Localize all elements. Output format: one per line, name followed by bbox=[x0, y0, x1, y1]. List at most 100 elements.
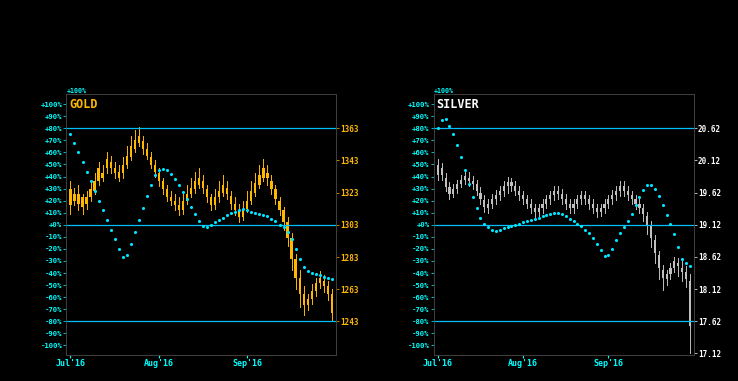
Point bbox=[89, 188, 100, 194]
Point bbox=[238, 206, 249, 212]
Text: SILVER: SILVER bbox=[437, 98, 479, 111]
Bar bbox=[604, 203, 606, 208]
Bar bbox=[81, 197, 83, 207]
Bar bbox=[449, 187, 450, 194]
Point bbox=[326, 276, 338, 282]
Bar bbox=[69, 189, 72, 205]
Point bbox=[185, 204, 197, 210]
Bar bbox=[234, 204, 236, 210]
Bar bbox=[145, 149, 148, 155]
Bar bbox=[549, 195, 551, 199]
Bar bbox=[561, 194, 563, 199]
Bar bbox=[565, 199, 567, 203]
Bar bbox=[681, 268, 683, 272]
Bar bbox=[174, 201, 176, 205]
Point bbox=[537, 213, 548, 219]
Bar bbox=[158, 173, 160, 181]
Point bbox=[483, 224, 494, 230]
Point bbox=[638, 187, 649, 193]
Bar bbox=[298, 278, 300, 294]
Bar bbox=[456, 184, 458, 189]
Point bbox=[108, 236, 120, 242]
Point bbox=[622, 218, 634, 224]
Bar bbox=[596, 208, 598, 212]
Bar bbox=[194, 181, 196, 189]
Bar bbox=[106, 159, 108, 168]
Point bbox=[286, 236, 297, 242]
Point bbox=[306, 270, 317, 276]
Point bbox=[494, 227, 506, 233]
Point bbox=[579, 227, 591, 233]
Point bbox=[467, 194, 479, 200]
Point bbox=[177, 189, 189, 195]
Point bbox=[471, 205, 483, 211]
Bar bbox=[86, 197, 88, 204]
Point bbox=[230, 208, 241, 215]
Point bbox=[105, 227, 117, 233]
Bar bbox=[142, 141, 144, 149]
Point bbox=[533, 215, 545, 221]
Point bbox=[221, 212, 233, 218]
Bar bbox=[331, 294, 333, 313]
Point bbox=[77, 159, 89, 165]
Bar bbox=[635, 199, 637, 203]
Bar bbox=[677, 263, 679, 266]
Point bbox=[672, 243, 684, 250]
Bar bbox=[669, 268, 672, 274]
Point bbox=[653, 193, 665, 199]
Point bbox=[607, 246, 618, 252]
Point bbox=[213, 217, 225, 223]
Bar bbox=[202, 181, 204, 188]
Point bbox=[258, 212, 269, 218]
Bar bbox=[584, 195, 586, 199]
Point bbox=[576, 223, 587, 229]
Bar bbox=[611, 195, 613, 199]
Point bbox=[93, 198, 105, 204]
Point bbox=[564, 216, 576, 222]
Bar bbox=[495, 195, 497, 199]
Bar bbox=[607, 199, 610, 203]
Bar bbox=[557, 190, 559, 194]
Bar bbox=[190, 188, 192, 194]
Point bbox=[618, 224, 630, 230]
Bar bbox=[588, 199, 590, 203]
Bar bbox=[327, 286, 329, 294]
Bar bbox=[522, 195, 524, 199]
Point bbox=[669, 231, 680, 237]
Point bbox=[455, 154, 467, 160]
Bar bbox=[452, 189, 455, 194]
Bar bbox=[186, 194, 188, 201]
Bar bbox=[475, 184, 477, 190]
Text: as described by the "Baby Blues";: as described by the "Baby Blues"; bbox=[446, 47, 661, 57]
Bar bbox=[303, 294, 305, 305]
Bar bbox=[178, 205, 180, 210]
Bar bbox=[460, 180, 462, 184]
Text: Daily bars from last three months-to-date:: Daily bars from last three months-to-dat… bbox=[417, 77, 690, 88]
Point bbox=[133, 217, 145, 223]
Point bbox=[181, 197, 193, 203]
Bar bbox=[258, 175, 261, 184]
Point bbox=[548, 210, 560, 216]
Point bbox=[649, 186, 661, 192]
Bar bbox=[689, 281, 691, 326]
Bar bbox=[666, 274, 668, 279]
Bar bbox=[599, 208, 601, 212]
Bar bbox=[114, 168, 116, 173]
Bar bbox=[210, 197, 213, 205]
Bar bbox=[514, 186, 517, 190]
Point bbox=[137, 205, 149, 211]
Point bbox=[310, 271, 322, 277]
Bar bbox=[291, 238, 293, 259]
Point bbox=[560, 213, 572, 219]
Bar bbox=[242, 209, 244, 217]
Point bbox=[614, 230, 626, 236]
Point bbox=[189, 211, 201, 217]
Bar bbox=[117, 172, 120, 178]
Point bbox=[506, 223, 517, 229]
Bar bbox=[630, 195, 632, 199]
Bar bbox=[642, 208, 644, 215]
Point bbox=[205, 222, 217, 228]
Point bbox=[498, 226, 510, 232]
Point bbox=[266, 216, 277, 222]
Point bbox=[297, 264, 309, 270]
